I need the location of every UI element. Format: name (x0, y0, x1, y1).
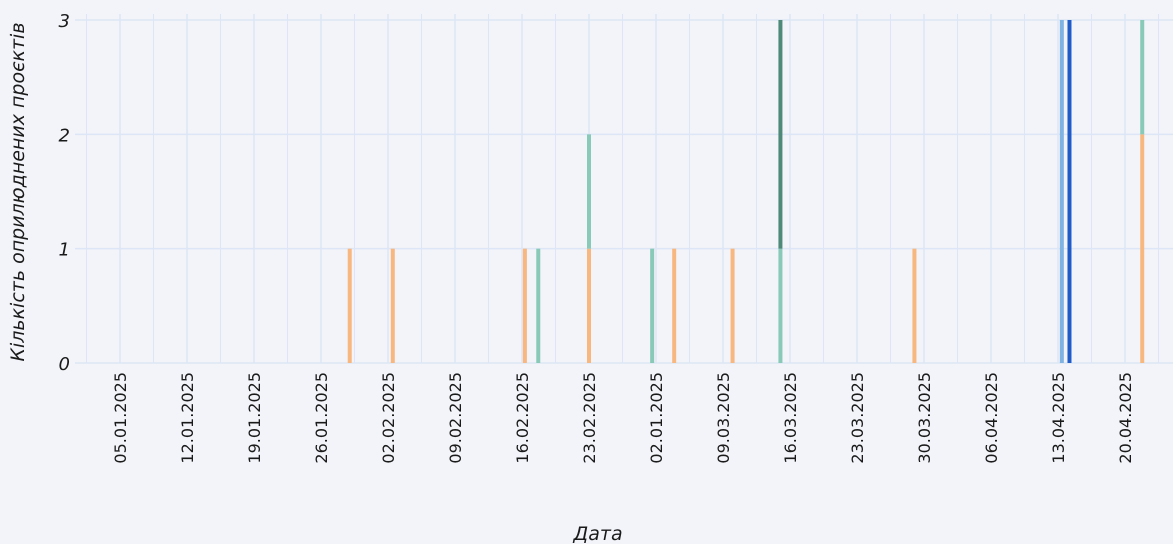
bar (672, 248, 677, 363)
x-tick-label: 02.01.2025 (647, 372, 666, 464)
y-axis-title: Кількість оприлюднених проєктів (7, 22, 29, 361)
bars (347, 20, 1145, 363)
bar (522, 248, 527, 363)
x-tick-label: 30.03.2025 (915, 372, 934, 464)
y-tick-labels: 0 1 2 3 (59, 11, 70, 375)
bar (1140, 134, 1145, 363)
y-tick-label: 3 (59, 11, 70, 32)
bar (1067, 20, 1072, 363)
x-tick-label: 05.01.2025 (111, 372, 130, 464)
y-tick-label: 0 (59, 354, 70, 375)
bar (650, 248, 655, 363)
y-tick-label: 1 (59, 240, 70, 261)
bar (912, 248, 917, 363)
x-tick-label: 26.01.2025 (312, 372, 331, 464)
bar (587, 134, 591, 249)
bar (1059, 20, 1064, 363)
x-tick-label: 02.02.2025 (379, 372, 398, 464)
bar (587, 248, 591, 363)
bar (347, 248, 352, 363)
x-tick-label: 12.01.2025 (178, 372, 197, 464)
x-tick-label: 16.02.2025 (513, 372, 532, 464)
x-axis-title: Дата (572, 523, 622, 544)
x-tick-label: 06.04.2025 (982, 372, 1001, 464)
x-tick-label: 16.03.2025 (781, 372, 800, 464)
bar (1140, 20, 1145, 135)
x-tick-label: 09.03.2025 (714, 372, 733, 464)
x-tick-label: 23.03.2025 (848, 372, 867, 464)
x-tick-label: 20.04.2025 (1116, 372, 1135, 464)
x-tick-label: 09.02.2025 (446, 372, 465, 464)
bar (730, 248, 735, 363)
grid-lines (75, 14, 1173, 364)
x-tick-label: 13.04.2025 (1049, 372, 1068, 464)
y-tick-label: 2 (59, 125, 70, 146)
bar (778, 20, 783, 249)
bar (390, 248, 395, 363)
x-tick-label: 19.01.2025 (245, 372, 264, 464)
bar (536, 248, 541, 363)
bar (778, 248, 783, 363)
x-tick-labels: 05.01.2025 12.01.2025 19.01.2025 26.01.2025… (111, 372, 1135, 464)
x-tick-label: 23.02.2025 (580, 372, 599, 464)
